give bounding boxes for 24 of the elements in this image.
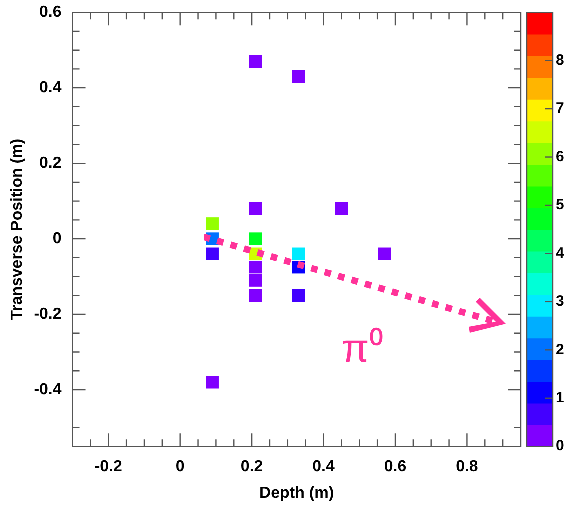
y-tick-label: 0.2: [40, 154, 62, 172]
color-bar-label: 1: [556, 390, 564, 407]
color-bar-label: 7: [556, 100, 564, 118]
x-tick-label: 0.4: [312, 458, 335, 476]
color-bar-label: 2: [556, 341, 564, 358]
y-tick-label: -0.4: [34, 381, 62, 398]
color-bar-label: 6: [556, 148, 564, 166]
color-bar-label: 8: [556, 52, 564, 69]
y-tick-label: 0.4: [40, 79, 62, 96]
x-axis-title: Depth (m): [260, 484, 334, 502]
x-tick-label: -0.2: [94, 458, 123, 476]
y-tick-label: 0.6: [40, 4, 62, 22]
color-bar-label: 3: [556, 293, 564, 310]
x-tick-label: 0.6: [384, 458, 407, 476]
y-tick-label: -0.2: [34, 306, 62, 323]
x-tick-label: 0.8: [456, 458, 478, 476]
x-tick-label: 0: [176, 458, 185, 476]
color-bar-label: 5: [556, 196, 564, 214]
color-bar-label: 0: [556, 438, 564, 455]
annotation: π⁰: [342, 327, 384, 372]
y-tick-label: 0: [52, 230, 62, 248]
y-axis-title: Transverse Position (m): [9, 138, 26, 320]
x-tick-label: 0.2: [240, 458, 264, 476]
color-bar-label: 4: [556, 244, 565, 262]
